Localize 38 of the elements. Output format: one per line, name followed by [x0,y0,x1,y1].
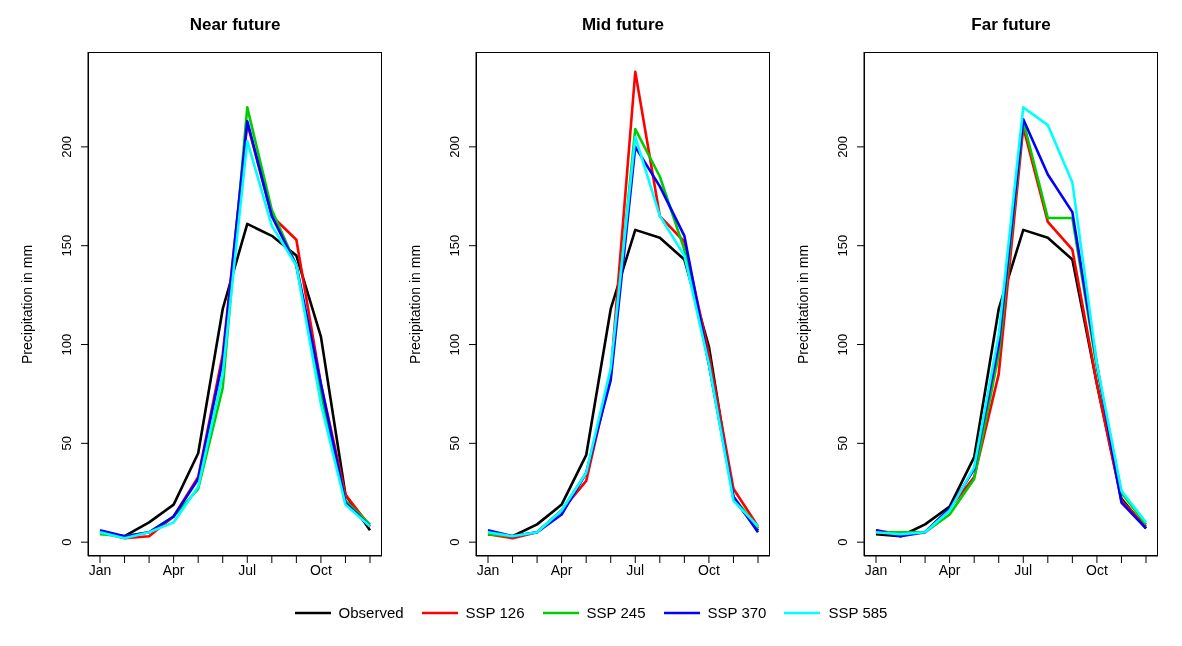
chart-title: Mid future [580,14,666,36]
x-tick-label: Jul [238,561,257,578]
x-tick-label: Oct [698,561,720,578]
y-tick-label: 100 [59,333,74,356]
x-tick-label: Oct [1086,561,1108,578]
legend-label: SSP 126 [465,604,525,621]
y-tick-label: 200 [835,136,850,158]
x-tick-label: Apr [162,561,185,578]
y-tick-label: 50 [447,436,462,451]
x-tick-label: Jul [626,561,645,578]
y-tick-label: 200 [59,136,74,158]
chart-title: Near future [188,14,282,36]
x-tick-label: Apr [550,561,573,578]
y-tick-label: 150 [447,234,462,257]
legend-label: Observed [338,604,404,621]
y-tick-label: 0 [447,538,462,546]
y-tick-label: 50 [59,436,74,451]
x-tick-label: Apr [938,561,961,578]
y-tick-label: 50 [835,436,850,451]
x-tick-label: Oct [310,561,332,578]
y-tick-label: 0 [59,538,74,546]
x-tick-label: Jul [1014,561,1033,578]
y-axis-title: Precipitation in mm [18,244,35,364]
y-tick-label: 0 [835,538,850,546]
legend-label: SSP 245 [586,604,646,621]
y-tick-label: 100 [447,333,462,356]
y-axis-title: Precipitation in mm [794,244,811,364]
legend-label: SSP 370 [707,604,767,621]
legend-label: SSP 585 [828,604,888,621]
y-axis-title: Precipitation in mm [406,244,423,364]
y-tick-label: 100 [835,333,850,356]
x-tick-label: Jan [864,561,888,578]
y-tick-label: 150 [835,234,850,257]
y-tick-label: 200 [447,136,462,158]
y-tick-label: 150 [59,234,74,257]
chart-title: Far future [970,14,1052,36]
x-tick-label: Jan [476,561,500,578]
x-tick-label: Jan [88,561,112,578]
